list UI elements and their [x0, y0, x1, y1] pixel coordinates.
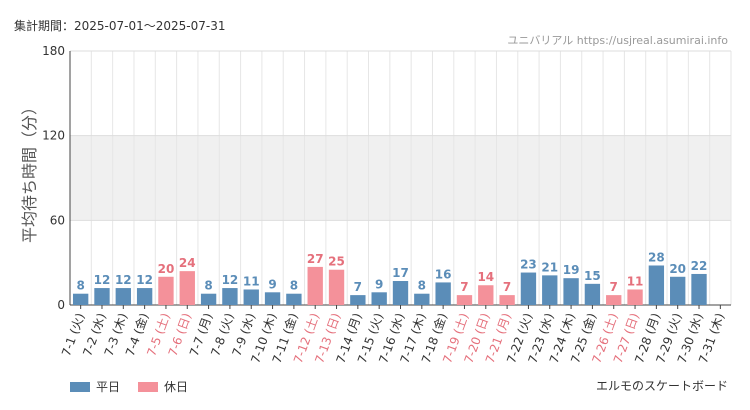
data-label: 14	[477, 270, 494, 284]
data-label: 21	[541, 260, 558, 274]
bar	[670, 276, 686, 305]
legend-label-weekday: 平日	[96, 380, 121, 394]
data-label: 12	[222, 273, 239, 287]
data-label: 12	[115, 273, 132, 287]
data-label: 8	[76, 279, 84, 293]
data-label: 25	[328, 255, 345, 269]
bar	[158, 276, 174, 305]
bar	[414, 293, 430, 305]
site-credit: ユニバリアル https://usjreal.asumirai.info	[507, 34, 728, 47]
bar	[179, 271, 195, 305]
attraction-name: エルモのスケートボード	[595, 379, 728, 393]
data-label: 8	[418, 279, 426, 293]
data-label: 8	[290, 279, 298, 293]
data-label: 9	[268, 277, 276, 291]
bar	[328, 269, 345, 305]
y-tick-label: 120	[42, 129, 65, 143]
data-label: 11	[627, 274, 644, 288]
legend-label-holiday: 休日	[164, 380, 189, 394]
bar	[286, 293, 302, 305]
bar	[499, 295, 515, 305]
bar	[456, 295, 473, 305]
legend: 平日 休日	[70, 378, 206, 395]
bar	[563, 278, 579, 305]
y-tick-label: 60	[50, 213, 65, 227]
data-label: 11	[243, 274, 260, 288]
data-label: 27	[307, 252, 324, 266]
y-tick-label: 180	[42, 44, 65, 58]
bar	[72, 293, 89, 305]
data-label: 23	[520, 258, 537, 272]
legend-item-holiday: 休日	[138, 378, 188, 395]
bar	[648, 265, 665, 305]
data-label: 19	[563, 263, 580, 277]
data-label: 7	[460, 280, 468, 294]
data-label: 15	[584, 269, 601, 283]
data-label: 12	[94, 273, 111, 287]
bar	[307, 266, 323, 305]
period-label: 集計期間：2025-07-01～2025-07-31	[14, 19, 226, 33]
legend-item-weekday: 平日	[70, 378, 120, 395]
data-label: 28	[648, 250, 665, 264]
bar	[691, 273, 707, 305]
y-tick-label: 0	[57, 298, 65, 312]
data-label: 16	[435, 267, 452, 281]
bar	[350, 295, 366, 305]
data-label: 8	[204, 279, 212, 293]
data-label: 24	[179, 256, 196, 270]
data-label: 20	[669, 262, 686, 276]
bar	[478, 285, 494, 305]
data-label: 9	[375, 277, 383, 291]
bar	[520, 272, 537, 305]
legend-swatch-weekday	[70, 381, 90, 392]
bar	[200, 293, 217, 305]
bar	[584, 283, 601, 305]
legend-swatch-holiday	[138, 381, 159, 392]
bar	[94, 288, 110, 305]
data-label: 20	[158, 262, 175, 276]
bar	[264, 292, 281, 305]
bar	[371, 292, 387, 305]
data-label: 7	[354, 280, 362, 294]
bar	[435, 282, 451, 305]
data-label: 17	[392, 266, 409, 280]
data-label: 12	[136, 273, 153, 287]
band-60-120	[70, 135, 731, 221]
data-label: 7	[503, 280, 511, 294]
bar	[136, 288, 153, 305]
bar	[243, 289, 259, 305]
bar	[606, 295, 622, 305]
data-label: 7	[610, 280, 618, 294]
bar	[222, 288, 238, 305]
data-label: 22	[691, 259, 708, 273]
bar	[392, 281, 409, 305]
bar	[627, 289, 643, 305]
bar	[542, 275, 558, 305]
bar	[115, 288, 131, 305]
